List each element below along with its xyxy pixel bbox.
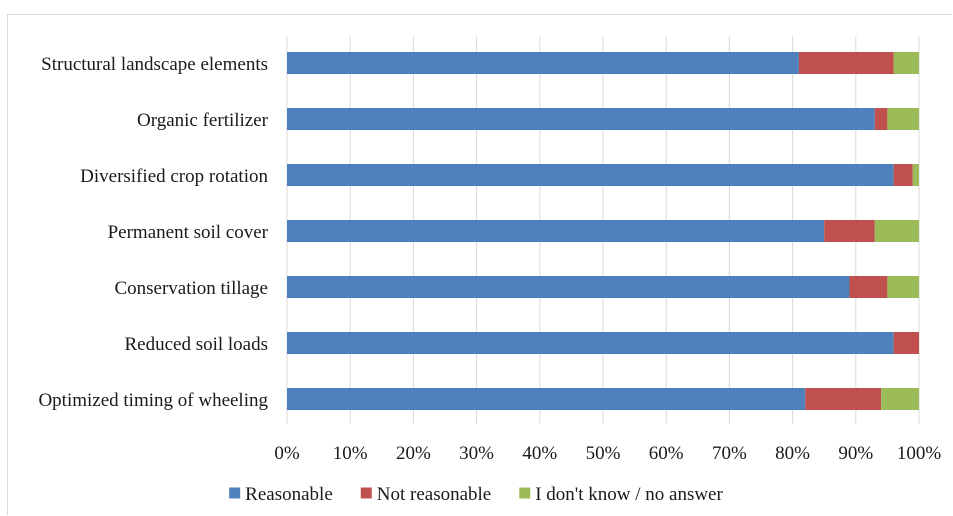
- legend-swatch-not-reasonable: [360, 487, 372, 499]
- x-tick-label-30: 30%: [459, 443, 494, 464]
- bar-reduced-soil-loads-not-reasonable: [893, 332, 919, 354]
- bar-conservation-tillage-i-don-t-know-no-answer: [887, 276, 919, 298]
- bar-diversified-crop-rotation-not-reasonable: [893, 164, 913, 186]
- bar-optimized-timing-of-wheeling-reasonable: [287, 388, 806, 410]
- category-label-reduced-soil-loads: Reduced soil loads: [124, 334, 268, 355]
- category-label-structural-landscape-elements: Structural landscape elements: [41, 54, 268, 75]
- bar-structural-landscape-elements-not-reasonable: [798, 52, 894, 74]
- legend-label-not-reasonable: Not reasonable: [377, 484, 491, 505]
- bar-diversified-crop-rotation-reasonable: [287, 164, 894, 186]
- x-tick-label-10: 10%: [333, 443, 368, 464]
- legend-label-reasonable: Reasonable: [245, 484, 333, 505]
- bar-permanent-soil-cover-i-don-t-know-no-answer: [874, 220, 919, 242]
- x-tick-label-20: 20%: [396, 443, 431, 464]
- category-label-permanent-soil-cover: Permanent soil cover: [108, 222, 269, 243]
- legend-swatch-i-don-t-know-no-answer: [519, 487, 531, 499]
- bar-permanent-soil-cover-reasonable: [287, 220, 825, 242]
- bar-conservation-tillage-not-reasonable: [849, 276, 888, 298]
- bar-organic-fertilizer-i-don-t-know-no-answer: [887, 108, 919, 130]
- category-label-diversified-crop-rotation: Diversified crop rotation: [80, 166, 268, 187]
- x-tick-label-50: 50%: [586, 443, 621, 464]
- bar-structural-landscape-elements-i-don-t-know-no-answer: [893, 52, 919, 74]
- bar-optimized-timing-of-wheeling-i-don-t-know-no-answer: [881, 388, 919, 410]
- x-tick-label-90: 90%: [838, 443, 873, 464]
- bar-optimized-timing-of-wheeling-not-reasonable: [805, 388, 882, 410]
- bar-organic-fertilizer-reasonable: [287, 108, 875, 130]
- legend-label-i-don-t-know-no-answer: I don't know / no answer: [535, 484, 723, 505]
- bar-diversified-crop-rotation-i-don-t-know-no-answer: [912, 164, 919, 186]
- bar-organic-fertilizer-not-reasonable: [874, 108, 888, 130]
- x-tick-label-0: 0%: [274, 443, 300, 464]
- category-label-optimized-timing-of-wheeling: Optimized timing of wheeling: [38, 390, 268, 411]
- x-tick-label-100: 100%: [897, 443, 942, 464]
- category-labels: Structural landscape elements Organic fer…: [38, 54, 268, 411]
- x-tick-label-80: 80%: [775, 443, 810, 464]
- legend-swatch-reasonable: [229, 487, 241, 499]
- bar-conservation-tillage-reasonable: [287, 276, 850, 298]
- bars: [287, 52, 919, 410]
- category-label-organic-fertilizer: Organic fertilizer: [137, 110, 269, 131]
- category-label-conservation-tillage: Conservation tillage: [114, 278, 268, 299]
- bar-reduced-soil-loads-reasonable: [287, 332, 894, 354]
- bar-structural-landscape-elements-reasonable: [287, 52, 799, 74]
- chart-frame: [7, 14, 952, 515]
- x-tick-label-40: 40%: [522, 443, 557, 464]
- x-axis-tick-labels: 0% 10% 20% 30% 40% 50% 60% 70% 80% 90% 100%: [274, 443, 941, 464]
- x-tick-label-60: 60%: [649, 443, 684, 464]
- legend: Reasonable Not reasonable I don't know / n…: [229, 484, 723, 505]
- bar-permanent-soil-cover-not-reasonable: [824, 220, 875, 242]
- x-tick-label-70: 70%: [712, 443, 747, 464]
